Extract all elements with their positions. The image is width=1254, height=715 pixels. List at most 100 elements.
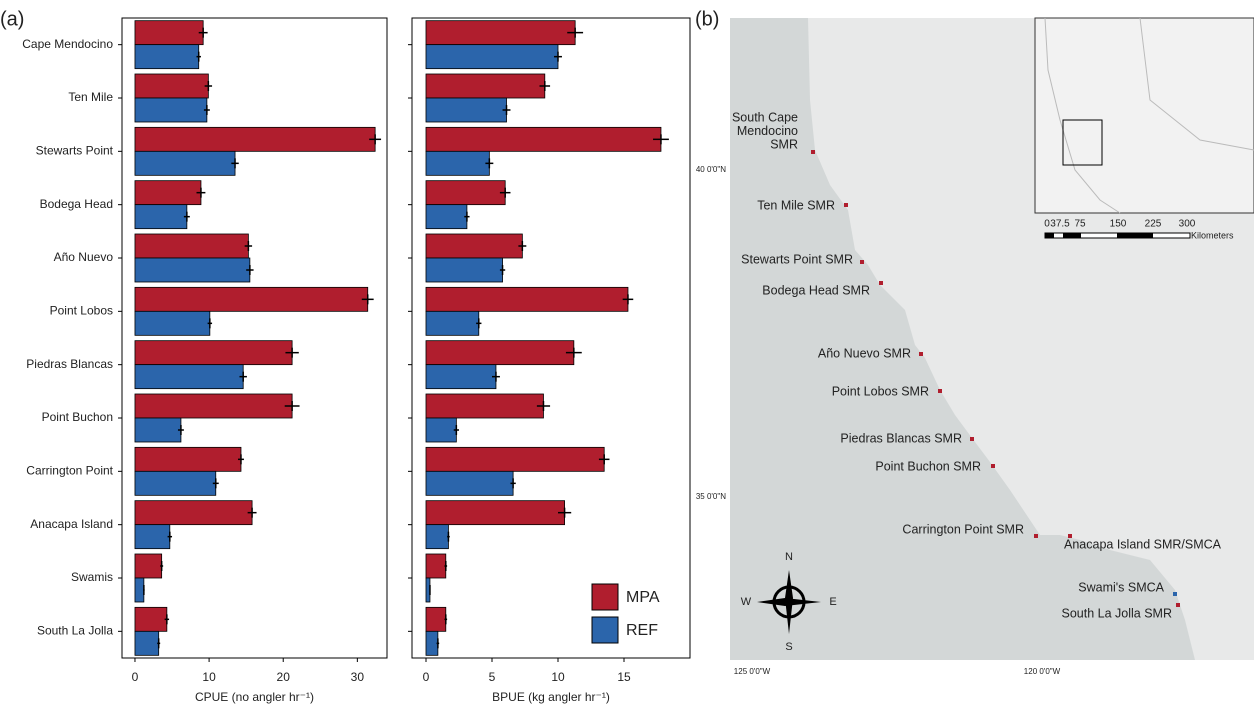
plot-area xyxy=(411,17,691,659)
bar xyxy=(134,340,293,366)
x-tick-label: 15 xyxy=(617,670,631,684)
site-marker xyxy=(879,281,883,285)
bar xyxy=(425,73,546,99)
scale-unit: Kilometers xyxy=(1191,230,1234,240)
y-tick-label: Stewarts Point xyxy=(36,144,114,158)
lat-label: 40 0'0"N xyxy=(696,165,726,174)
bar xyxy=(134,364,244,390)
y-tick-label: Año Nuevo xyxy=(54,250,114,264)
y-tick-label: Carrington Point xyxy=(26,464,113,478)
site-label: Stewarts Point SMR xyxy=(741,252,853,266)
y-tick-label: Ten Mile xyxy=(68,90,113,104)
lat-label: 35 0'0"N xyxy=(696,492,726,501)
site-marker xyxy=(811,150,815,154)
bar xyxy=(134,44,200,70)
bar xyxy=(134,204,188,230)
y-tick-label: Cape Mendocino xyxy=(22,37,113,51)
scale-label: 37.5 xyxy=(1050,219,1070,230)
site-marker xyxy=(919,352,923,356)
site-label: Bodega Head SMR xyxy=(762,283,870,297)
bar xyxy=(134,286,369,312)
compass-label: W xyxy=(741,596,752,608)
bar xyxy=(134,553,163,579)
bar xyxy=(134,417,182,443)
site-marker xyxy=(970,437,974,441)
bar xyxy=(425,606,447,632)
x-axis-title: CPUE (no angler hr⁻¹) xyxy=(195,690,314,704)
bar xyxy=(425,257,503,283)
inset-extent xyxy=(1062,119,1103,166)
bar xyxy=(134,73,209,99)
x-tick-label: 20 xyxy=(277,670,291,684)
bar xyxy=(134,126,376,152)
y-tick-label: Piedras Blancas xyxy=(26,357,113,371)
site-label: Mendocino xyxy=(737,124,798,138)
lon-label: 125 0'0"W xyxy=(734,667,771,676)
y-tick-label: South La Jolla xyxy=(37,624,113,638)
bar xyxy=(425,500,565,526)
site-label: South Cape xyxy=(732,110,798,124)
site-label: Point Lobos SMR xyxy=(832,384,929,398)
bar xyxy=(134,393,293,419)
y-tick-label: Swamis xyxy=(71,570,113,584)
site-marker xyxy=(844,203,848,207)
scale-label: 300 xyxy=(1179,219,1196,230)
bar xyxy=(134,524,171,550)
bar xyxy=(134,310,211,336)
site-marker xyxy=(1173,592,1177,596)
compass-label: S xyxy=(785,641,792,653)
site-marker xyxy=(938,389,942,393)
bar xyxy=(425,97,507,123)
inset-coast xyxy=(1044,17,1254,214)
scale-label: 225 xyxy=(1145,219,1162,230)
legend-swatch xyxy=(591,583,619,611)
bar xyxy=(134,20,204,46)
site-label: SMR xyxy=(770,137,798,151)
legend-swatch xyxy=(591,616,619,644)
bar xyxy=(134,630,160,656)
bar xyxy=(425,417,457,443)
bar xyxy=(425,446,605,472)
bar xyxy=(425,340,575,366)
bar xyxy=(425,364,497,390)
bar xyxy=(134,500,253,526)
bar xyxy=(134,470,217,496)
bar xyxy=(134,446,242,472)
site-label: Piedras Blancas SMR xyxy=(840,431,962,445)
site-label: Carrington Point SMR xyxy=(902,522,1024,536)
compass-label: E xyxy=(829,596,836,608)
panel-label: (a) xyxy=(0,8,24,30)
scale-bar xyxy=(1117,233,1153,238)
bar xyxy=(425,553,447,579)
bar xyxy=(425,150,490,176)
bar xyxy=(134,233,249,259)
site-label: Ten Mile SMR xyxy=(757,198,835,212)
site-label: Swami's SMCA xyxy=(1078,580,1164,594)
bar xyxy=(425,470,514,496)
bar xyxy=(425,630,439,656)
site-label: Point Buchon SMR xyxy=(875,459,981,473)
bar xyxy=(134,180,202,206)
legend-label: MPA xyxy=(626,589,660,606)
bar xyxy=(425,393,544,419)
x-tick-label: 0 xyxy=(423,670,430,684)
compass xyxy=(757,570,821,634)
bar xyxy=(425,44,559,70)
scale-label: 0 xyxy=(1044,219,1050,230)
y-tick-label: Point Lobos xyxy=(50,304,113,318)
bar xyxy=(134,577,145,603)
site-label: Anacapa Island SMR/SMCA xyxy=(1064,537,1222,551)
scale-label: 150 xyxy=(1110,219,1127,230)
bar xyxy=(134,257,251,283)
x-tick-label: 10 xyxy=(551,670,565,684)
bar xyxy=(425,310,480,336)
compass-label: N xyxy=(785,551,793,563)
bar xyxy=(425,286,629,312)
bar xyxy=(425,204,468,230)
legend-label: REF xyxy=(626,622,658,639)
site-marker xyxy=(1068,534,1072,538)
lon-label: 120 0'0"W xyxy=(1024,667,1061,676)
bar xyxy=(425,20,576,46)
x-tick-label: 30 xyxy=(351,670,365,684)
